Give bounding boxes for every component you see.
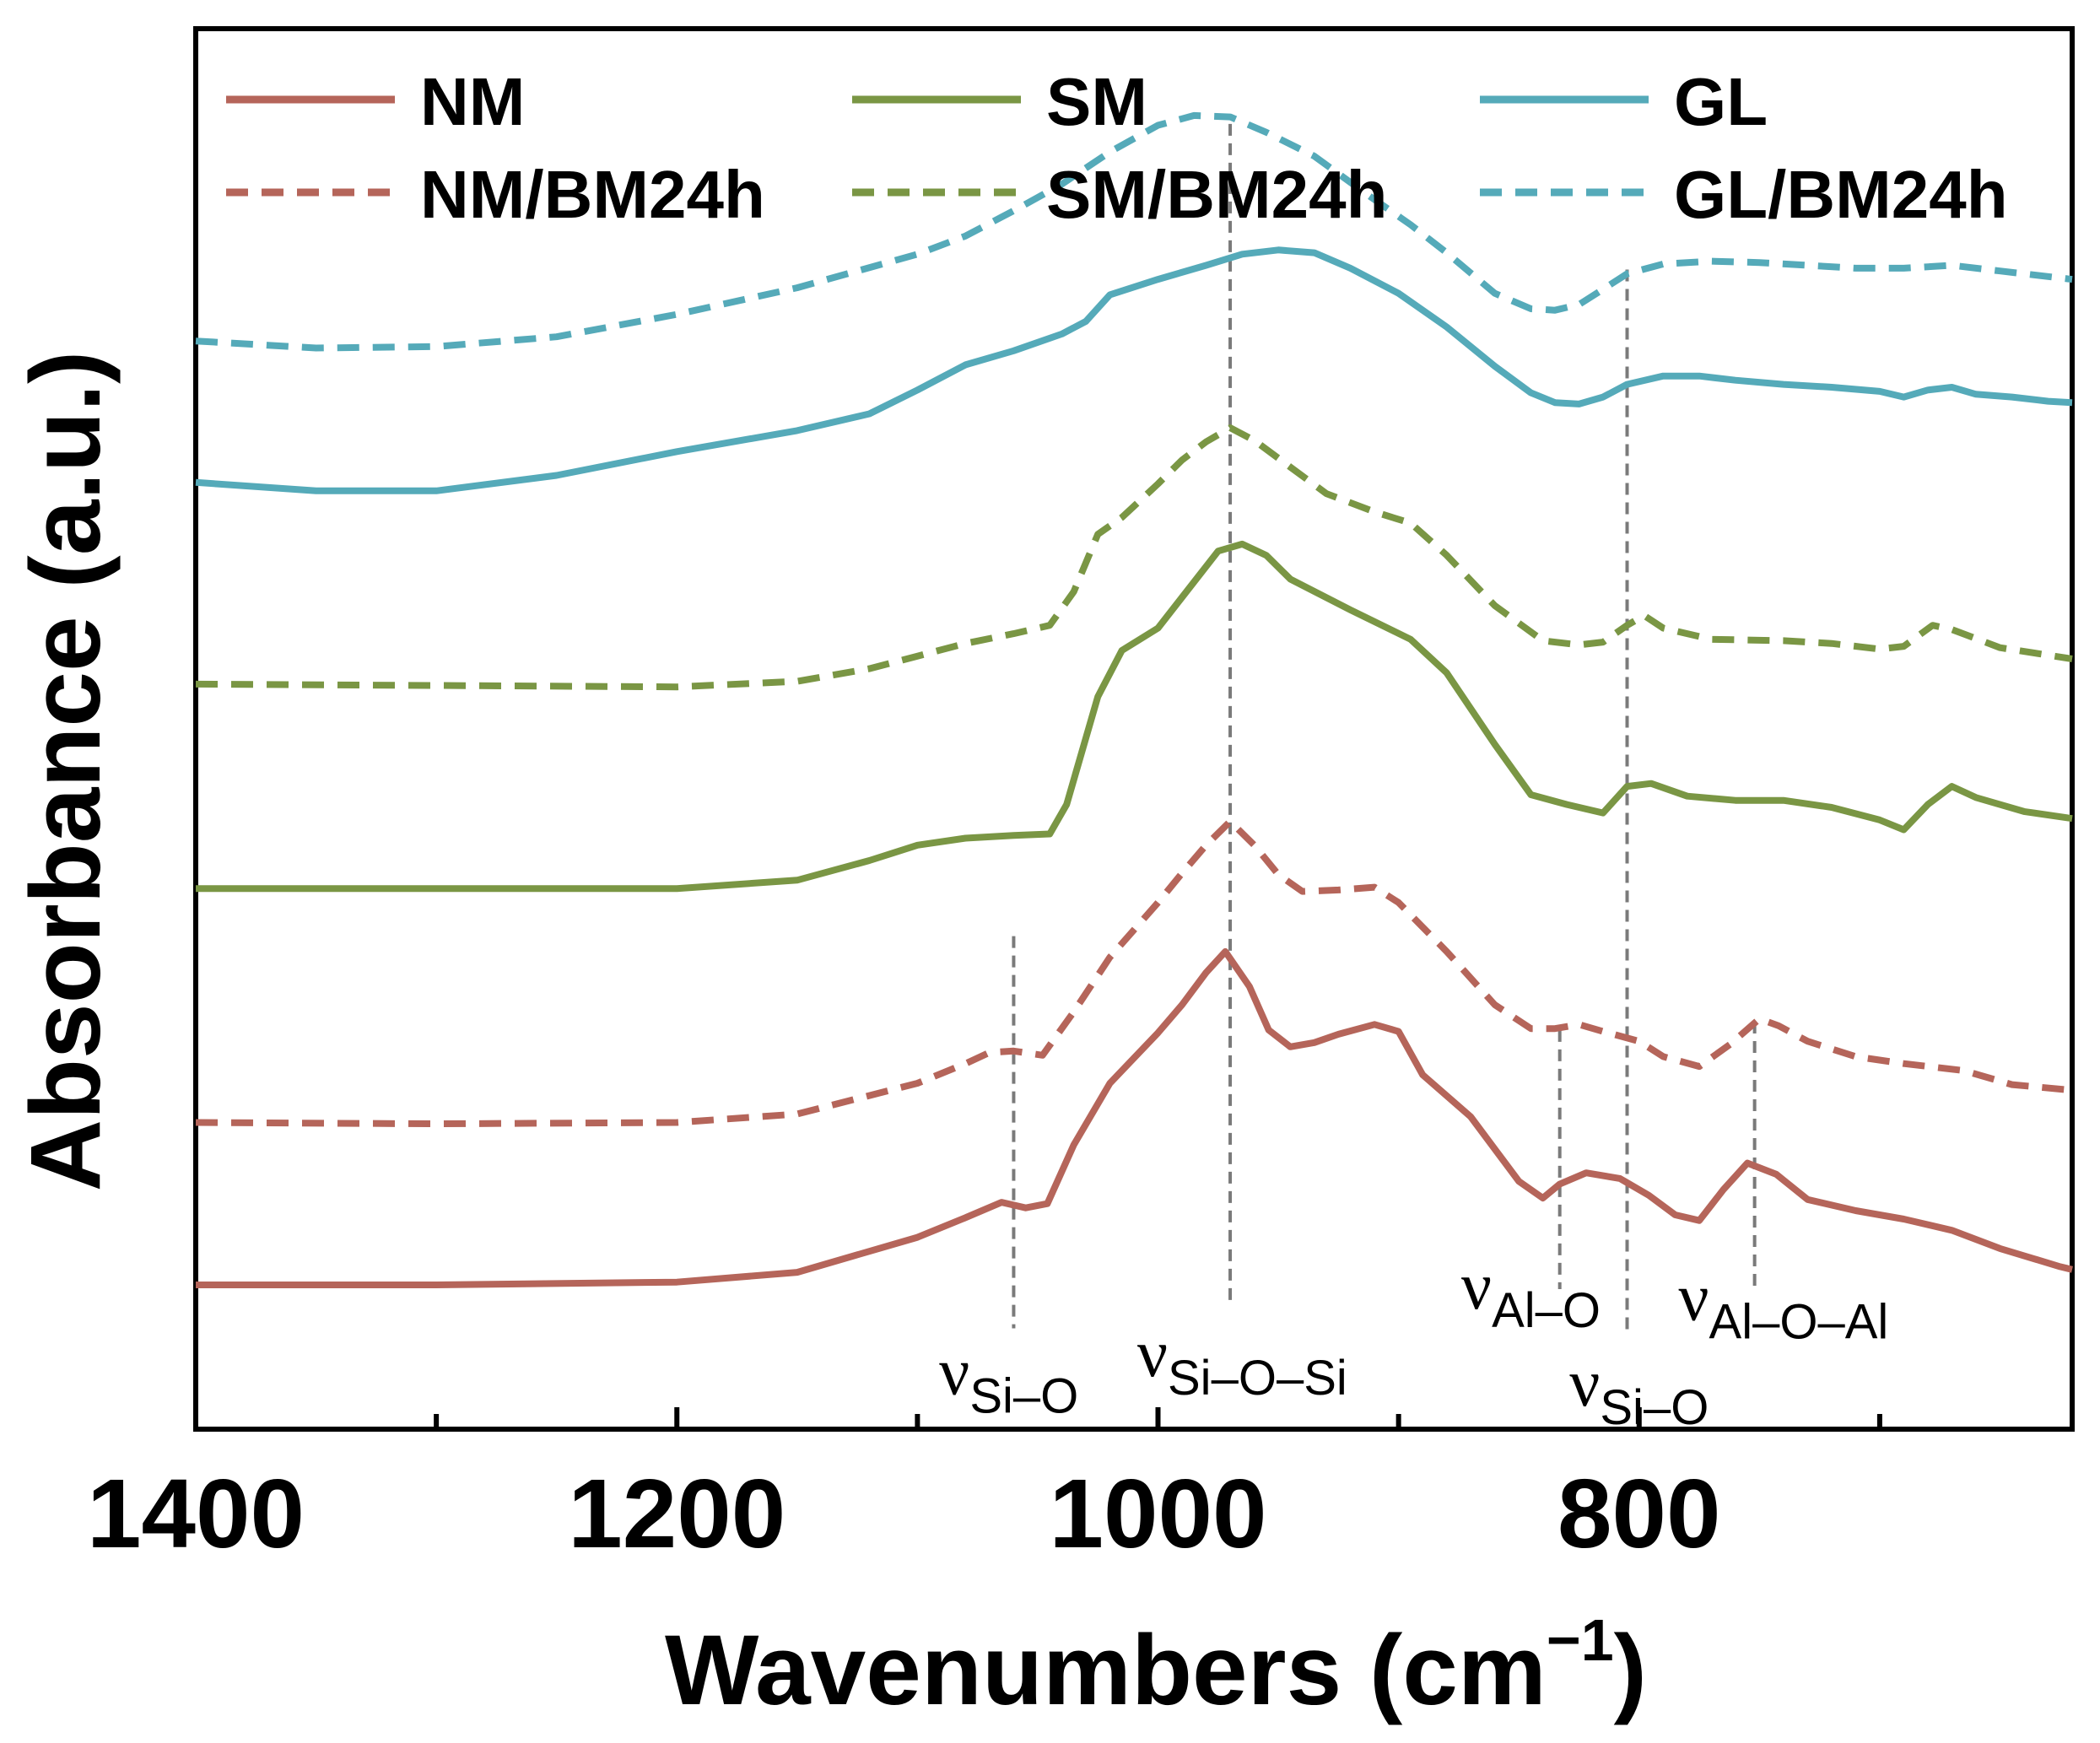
x-ticks: 1400 1200 1000 800 xyxy=(87,1407,1882,1568)
peak-annotation: νSi–O xyxy=(939,1336,1078,1424)
annotation-symbol: ν xyxy=(939,1336,969,1410)
x-axis-title-sup: −1 xyxy=(1547,1607,1614,1673)
plot-frame xyxy=(193,26,2075,1432)
peak-annotation: νAl–O xyxy=(1461,1249,1601,1338)
annotation-symbol: ν xyxy=(1678,1261,1709,1336)
legend-label: SM/BM24h xyxy=(1046,157,1388,232)
series-line-gl xyxy=(195,246,2073,494)
x-axis-title-close: ) xyxy=(1614,1615,1647,1726)
series-lines xyxy=(195,111,2073,1288)
legend-label: SM xyxy=(1046,64,1147,139)
annotation-subscript: Si–O–Si xyxy=(1168,1351,1347,1406)
legend: NM SM GL NM/BM24h SM/BM24h GL/BM24h xyxy=(226,64,2008,232)
peak-annotation: νAl–O–Al xyxy=(1678,1261,1888,1350)
x-tick-label: 1000 xyxy=(1049,1459,1266,1568)
legend-label: GL/BM24h xyxy=(1674,157,2008,232)
series-line-gl-bm24h xyxy=(195,111,2073,352)
x-tick-label: 1400 xyxy=(87,1459,305,1568)
series-line-sm xyxy=(196,540,2073,893)
series-line-sm-bm24h xyxy=(195,424,2073,691)
annotation-subscript: Al–O–Al xyxy=(1709,1295,1889,1350)
legend-label: GL xyxy=(1674,64,1768,139)
peak-annotation: νSi–O xyxy=(1569,1346,1709,1435)
guide-lines xyxy=(1012,123,1757,1335)
annotation-symbol: ν xyxy=(1137,1317,1168,1391)
x-axis-title-main: Wavenumbers (cm xyxy=(665,1615,1547,1726)
legend-label: NM/BM24h xyxy=(420,157,765,232)
series-line-nm-bm24h xyxy=(195,818,2073,1128)
x-tick-label: 1200 xyxy=(568,1459,785,1568)
annotation-subscript: Al–O xyxy=(1492,1283,1601,1338)
x-axis-title: Wavenumbers (cm−1) xyxy=(665,1607,1647,1726)
plot-border xyxy=(193,26,2075,1432)
legend-label: NM xyxy=(420,64,525,139)
peak-annotation: νSi–O–Si xyxy=(1137,1317,1347,1406)
annotation-subscript: Si–O xyxy=(1600,1380,1709,1435)
y-axis-title: Absorbance (a.u.) xyxy=(10,351,121,1192)
annotation-symbol: ν xyxy=(1461,1249,1492,1324)
annotation-symbol: ν xyxy=(1569,1346,1600,1421)
x-tick-label: 800 xyxy=(1557,1459,1721,1568)
series-line-nm xyxy=(196,947,2073,1288)
annotation-subscript: Si–O xyxy=(969,1369,1078,1424)
